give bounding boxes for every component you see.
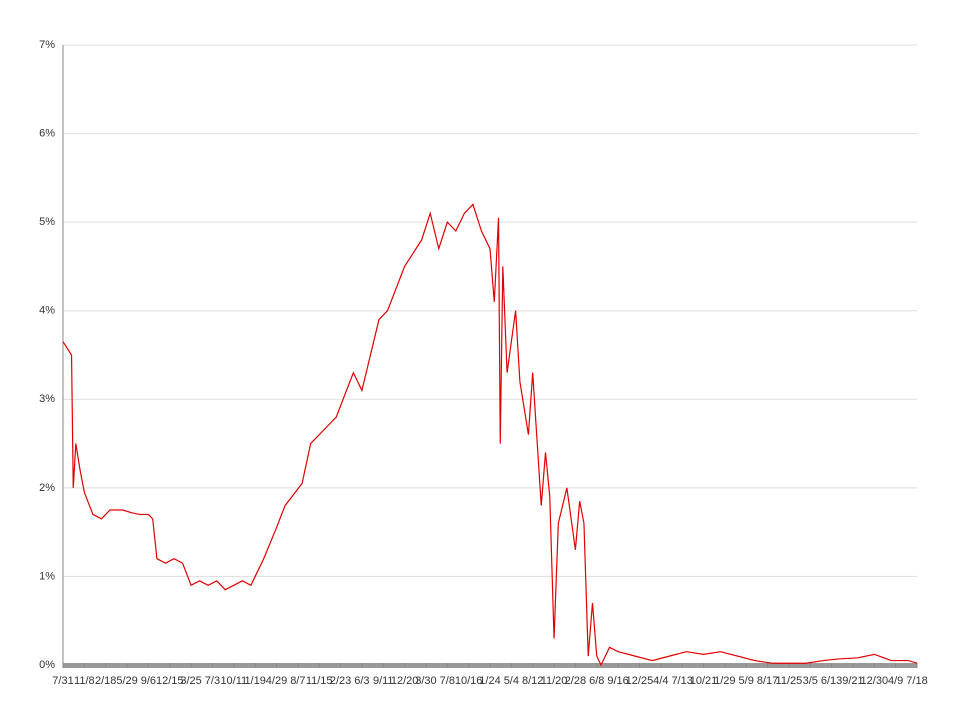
x-tick-label: 7/31 — [52, 675, 73, 687]
y-tick-label: 5% — [39, 216, 55, 228]
x-tick-label: 11/15 — [306, 675, 333, 687]
x-tick-label: 10/21 — [690, 675, 718, 687]
x-tick-label: 5/9 — [739, 675, 754, 687]
x-tick-label: 8/7 — [290, 675, 305, 687]
x-tick-label: 12/25 — [626, 675, 654, 687]
y-tick-label: 2% — [39, 482, 55, 494]
x-tick-label: 2/18 — [95, 675, 116, 687]
x-tick-label: 12/20 — [391, 675, 419, 687]
x-tick-label: 1/29 — [714, 675, 735, 687]
x-tick-label: 2/28 — [565, 675, 586, 687]
x-tick-label: 12/30 — [861, 675, 889, 687]
y-tick-label: 4% — [39, 305, 55, 317]
x-tick-label: 6/8 — [589, 675, 604, 687]
x-tick-label: 2/23 — [330, 675, 351, 687]
x-tick-label: 6/3 — [354, 675, 369, 687]
x-tick-label: 11/8 — [74, 675, 95, 687]
y-tick-label: 1% — [39, 570, 55, 582]
x-tick-label: 12/15 — [156, 675, 184, 687]
x-tick-label: 11/20 — [541, 675, 568, 687]
x-tick-label: 9/16 — [607, 675, 628, 687]
x-tick-label: 7/3 — [205, 675, 220, 687]
x-tick-label: 9/11 — [373, 675, 394, 687]
x-tick-label: 3/30 — [415, 675, 436, 687]
y-tick-label: 0% — [39, 659, 55, 671]
x-tick-label: 5/4 — [504, 675, 519, 687]
x-tick-label: 3/5 — [803, 675, 818, 687]
x-tick-label: 7/13 — [671, 675, 692, 687]
x-tick-label: 9/6 — [141, 675, 156, 687]
x-tick-label: 7/18 — [906, 675, 927, 687]
x-tick-label: 7/8 — [440, 675, 455, 687]
x-tick-label: 3/25 — [180, 675, 201, 687]
y-tick-label: 3% — [39, 393, 55, 405]
line — [62, 203, 918, 667]
x-tick-label: 6/13 — [821, 675, 842, 687]
x-tick-label: 11/25 — [776, 675, 803, 687]
x-tick-label: 1/24 — [479, 675, 500, 687]
x-tick-label: 8/17 — [757, 675, 778, 687]
x-tick-label: 10/16 — [455, 675, 483, 687]
x-tick-label: 4/9 — [888, 675, 903, 687]
x-tick-label: 5/29 — [116, 675, 137, 687]
y-tick-label: 6% — [39, 127, 55, 139]
x-tick-label: 1/19 — [244, 675, 265, 687]
x-tick-label: 4/29 — [266, 675, 287, 687]
x-tick-label: 9/21 — [842, 675, 863, 687]
x-tick-label: 10/11 — [220, 675, 247, 687]
x-tick-label: 4/4 — [653, 675, 668, 687]
y-tick-label: 7% — [39, 39, 55, 51]
x-tick-label: 8/12 — [522, 675, 543, 687]
